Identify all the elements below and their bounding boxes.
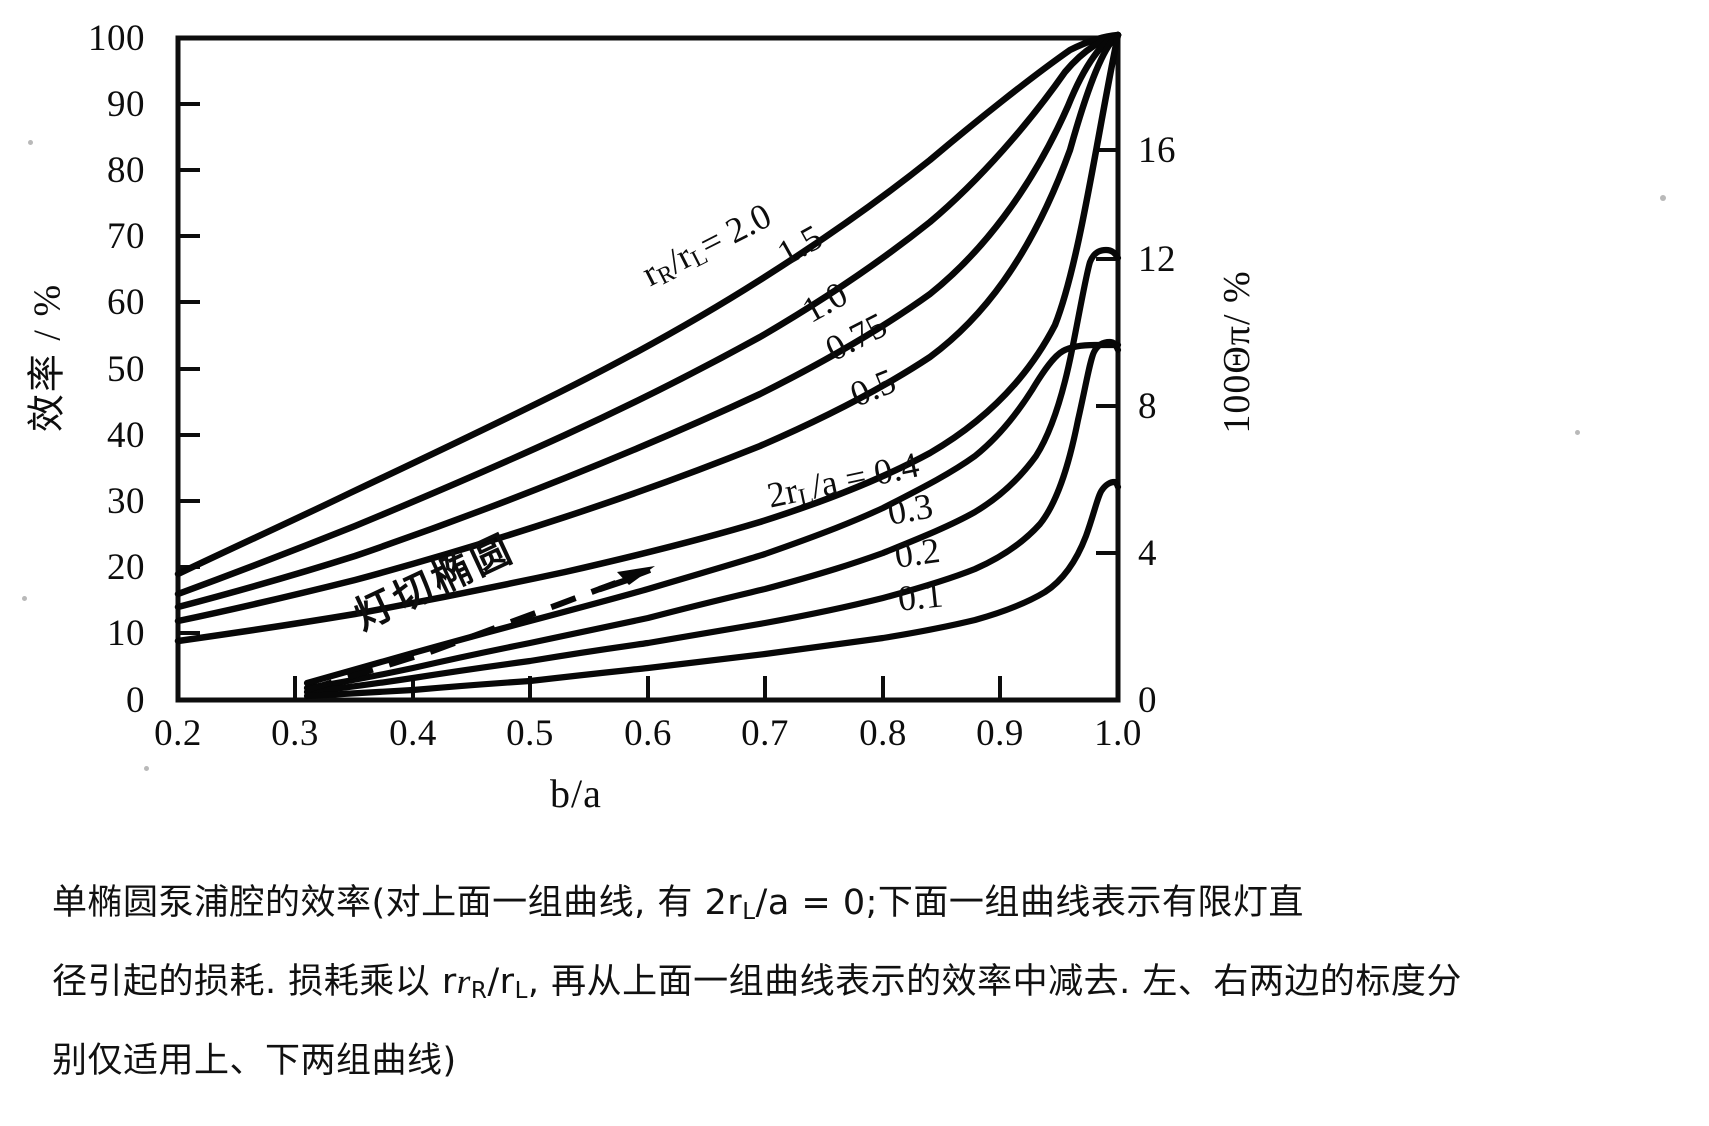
caption-line-1a: 单椭圆泵浦腔的效率(对上面一组曲线, 有 2r bbox=[52, 883, 743, 923]
rtick-label-0: 0 bbox=[1138, 680, 1157, 721]
ytick-label-10: 10 bbox=[107, 613, 145, 654]
ytick-label-0: 0 bbox=[126, 680, 145, 721]
caption-line-1: 单椭圆泵浦腔的效率(对上面一组曲线, 有 2rL/a = 0;下面一组曲线表示有… bbox=[52, 868, 1632, 947]
xtick-label-0-5: 0.5 bbox=[506, 713, 554, 754]
rtick-label-8: 8 bbox=[1138, 386, 1157, 427]
scan-speck bbox=[144, 766, 149, 771]
curve-rr-0-75 bbox=[174, 31, 1122, 625]
caption-sub-L-2: L bbox=[514, 978, 528, 1004]
xtick-label-0-2: 0.2 bbox=[154, 713, 202, 754]
rtick-label-12: 12 bbox=[1138, 239, 1176, 280]
scan-speck bbox=[22, 596, 27, 601]
caption-line-1b: /a = 0;下面一组曲线表示有限灯直 bbox=[755, 883, 1304, 923]
caption-italic-r-1: r bbox=[456, 962, 471, 1001]
ytick-label-90: 90 bbox=[107, 84, 145, 125]
x-axis-title: b/a bbox=[550, 771, 602, 816]
scan-speck bbox=[28, 140, 33, 145]
annotation-leader-stub bbox=[596, 576, 631, 593]
caption-line-2b: /r bbox=[487, 962, 515, 1002]
curve-rr-2-0 bbox=[174, 31, 1122, 578]
ytick-label-80: 80 bbox=[107, 150, 145, 191]
y-axis-right-ticks bbox=[1096, 148, 1118, 702]
xtick-label-0-8: 0.8 bbox=[859, 713, 907, 754]
caption-line-2a: 径引起的损耗. 损耗乘以 r bbox=[52, 962, 457, 1002]
y-axis-left-title: 效率 / % bbox=[26, 282, 69, 433]
rtick-label-16: 16 bbox=[1138, 130, 1176, 171]
ytick-label-40: 40 bbox=[107, 415, 145, 456]
ytick-label-100: 100 bbox=[88, 18, 145, 59]
xtick-label-0-4: 0.4 bbox=[389, 713, 437, 754]
ytick-label-70: 70 bbox=[107, 216, 145, 257]
curve-label-2rla-0-3: 0.3 bbox=[884, 485, 936, 533]
ytick-label-50: 50 bbox=[107, 349, 145, 390]
caption-line-2c: , 再从上面一组曲线表示的效率中减去. 左、右两边的标度分 bbox=[527, 962, 1462, 1002]
scan-speck bbox=[1575, 430, 1580, 435]
xtick-label-1-0: 1.0 bbox=[1094, 713, 1142, 754]
caption-line-3: 别仅适用上、下两组曲线) bbox=[52, 1041, 457, 1081]
curve-2rla-0-1 bbox=[303, 478, 1122, 700]
figure-caption: 单椭圆泵浦腔的效率(对上面一组曲线, 有 2rL/a = 0;下面一组曲线表示有… bbox=[52, 868, 1632, 1096]
scan-speck bbox=[1660, 195, 1666, 201]
curve-2rla-0-3 bbox=[303, 246, 1122, 692]
xtick-label-0-9: 0.9 bbox=[976, 713, 1024, 754]
ytick-label-30: 30 bbox=[107, 481, 145, 522]
caption-sub-R-1: R bbox=[470, 978, 488, 1004]
curve-rr-1-5 bbox=[174, 31, 1122, 598]
curve-label-2rla-0-1: 0.1 bbox=[895, 574, 945, 619]
plot-area: 100 90 80 70 60 50 40 30 20 10 0 0.2 0.3… bbox=[26, 18, 1259, 816]
curve-rr-1-0 bbox=[174, 31, 1122, 611]
y-axis-right-title: 100Θπ/ % bbox=[1216, 270, 1258, 434]
xtick-label-0-3: 0.3 bbox=[271, 713, 319, 754]
xtick-label-0-7: 0.7 bbox=[741, 713, 789, 754]
curve-rr-0-5 bbox=[174, 31, 1122, 645]
curve-2rla-0-2 bbox=[303, 338, 1122, 696]
ytick-label-60: 60 bbox=[107, 282, 145, 323]
caption-line-2: 径引起的损耗. 损耗乘以 rrR/rL, 再从上面一组曲线表示的效率中减去. 左… bbox=[52, 947, 1632, 1026]
ytick-label-20: 20 bbox=[107, 547, 145, 588]
xtick-label-0-6: 0.6 bbox=[624, 713, 672, 754]
curve-label-2rla-0-2: 0.2 bbox=[892, 529, 943, 576]
rtick-label-4: 4 bbox=[1138, 533, 1157, 574]
caption-sub-L-1: L bbox=[742, 899, 756, 925]
chart-canvas bbox=[174, 31, 1122, 703]
